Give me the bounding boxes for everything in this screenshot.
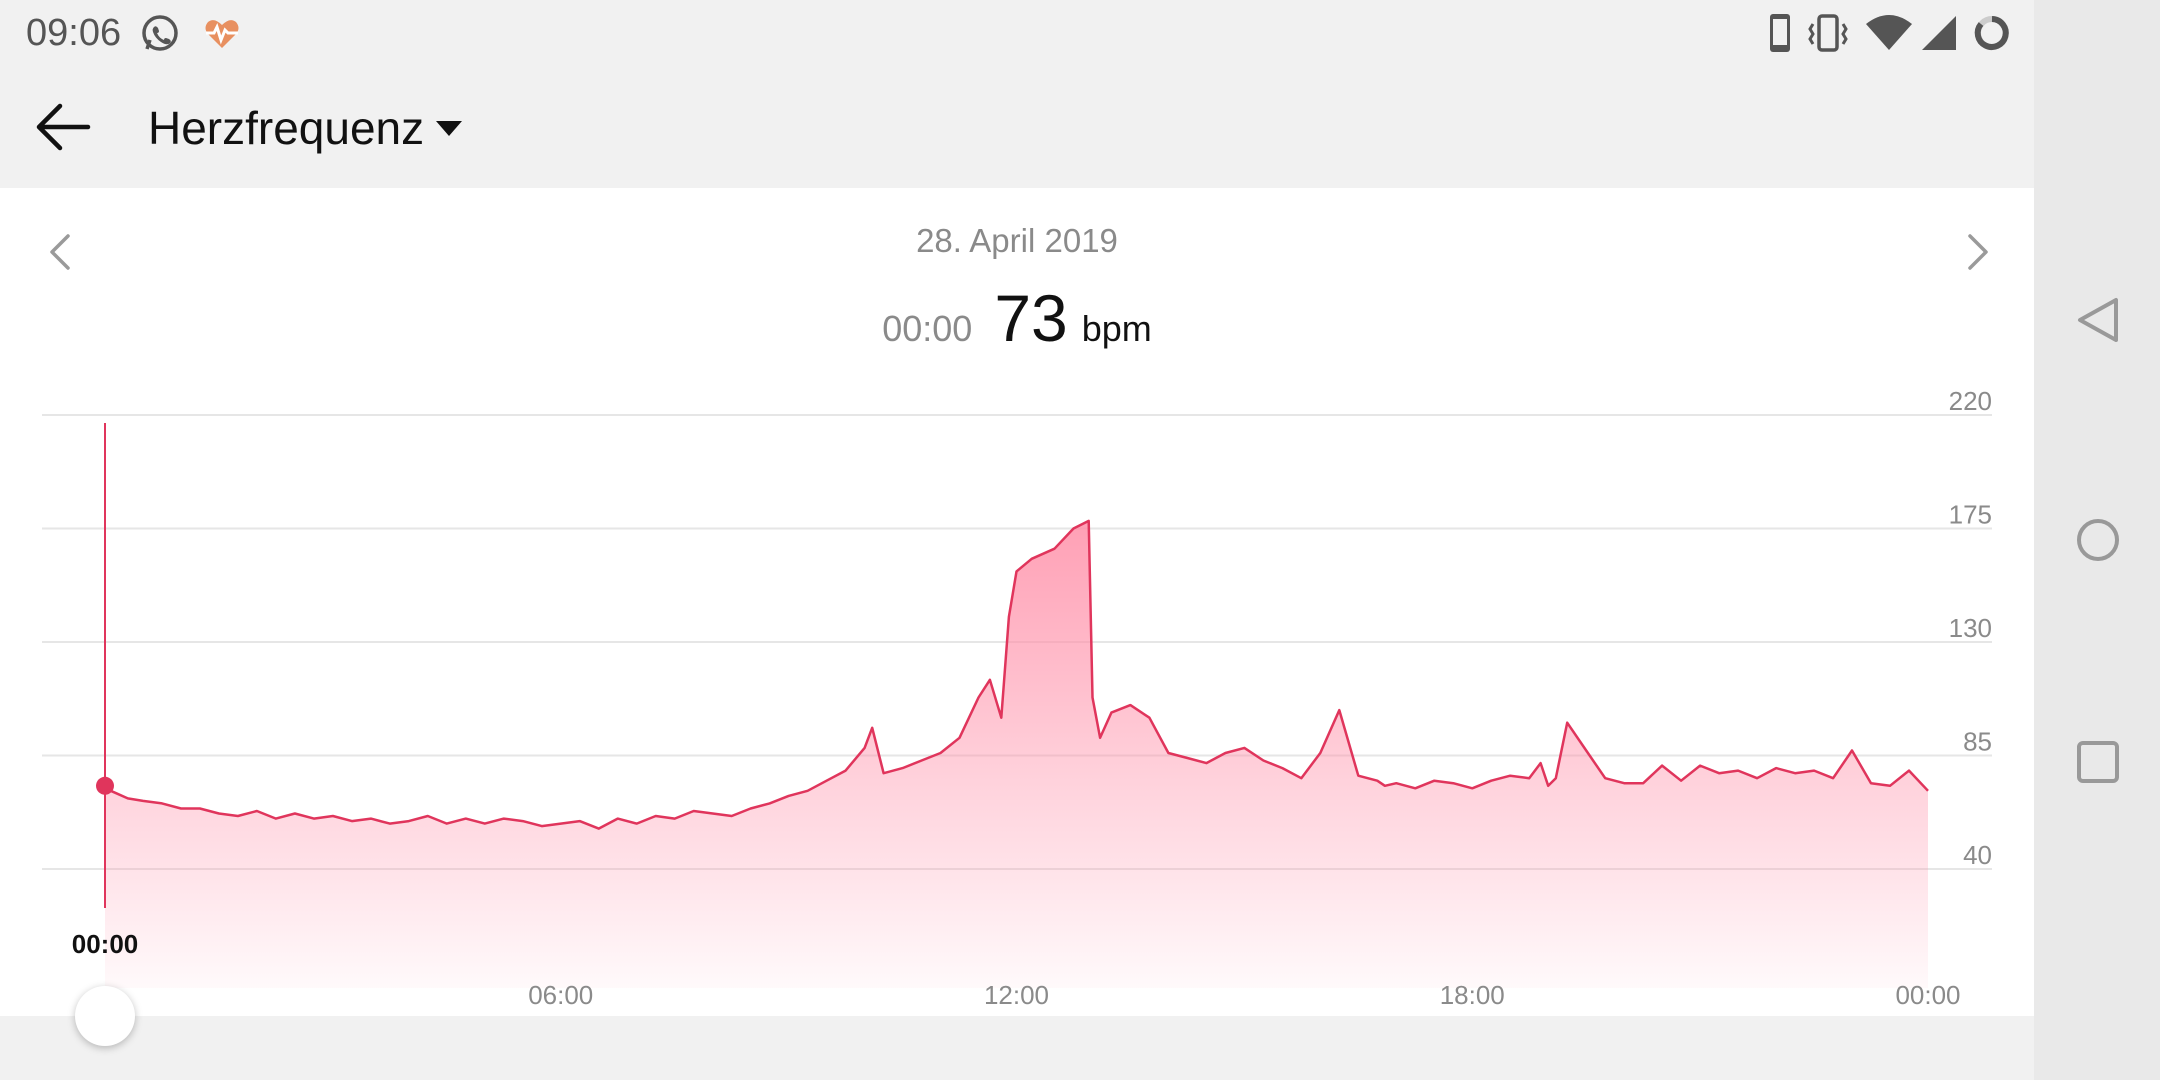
y-tick-label: 40 (1963, 840, 1992, 870)
heart-rate-line (104, 519, 1929, 830)
time-scrubber-track[interactable] (0, 1016, 2034, 1080)
app-bar: Herzfrequenz (0, 64, 2034, 188)
wifi-icon (1864, 12, 1912, 54)
arrow-left-icon (36, 103, 91, 151)
y-tick-label: 85 (1963, 727, 1992, 757)
system-back-button[interactable] (2070, 292, 2126, 348)
y-tick-label: 175 (1949, 500, 1992, 530)
heart-rate-area (105, 520, 1928, 988)
phone-icon (1758, 12, 1802, 54)
selected-readout: 00:00 73 bpm (0, 280, 2034, 356)
cursor-time-label: 00:00 (72, 929, 139, 959)
y-tick-label: 220 (1949, 386, 1992, 416)
recents-square-icon (2077, 741, 2119, 783)
whatsapp-icon (138, 12, 182, 54)
vibrate-icon (1806, 12, 1850, 54)
chevron-right-icon (1968, 234, 1988, 270)
battery-icon (1970, 12, 2014, 54)
status-bar: 09:06 (0, 0, 2034, 64)
date-label: 28. April 2019 (916, 222, 1118, 259)
caret-down-icon (436, 120, 463, 136)
cursor-marker (96, 776, 114, 795)
back-button[interactable] (30, 94, 98, 160)
x-tick-label: 18:00 (1440, 980, 1505, 1010)
next-day-button[interactable] (1952, 222, 2002, 282)
y-tick-label: 130 (1949, 613, 1992, 643)
time-scrubber-handle[interactable] (75, 986, 135, 1046)
x-tick-label: 12:00 (984, 980, 1049, 1010)
home-circle-icon (2077, 519, 2119, 561)
status-time: 09:06 (26, 12, 122, 54)
heart-rate-chart[interactable]: 220 175 130 85 40 06:00 12:00 18:00 00:00 00:00 (0, 188, 2034, 1016)
page-title: Herzfrequenz (148, 102, 425, 154)
previous-day-button[interactable] (36, 222, 86, 282)
selected-bpm-value: 73 (994, 281, 1068, 355)
system-recents-button[interactable] (2070, 734, 2126, 790)
chevron-left-icon (50, 234, 70, 270)
heart-rate-icon (200, 12, 244, 54)
x-tick-label: 00:00 (1895, 980, 1960, 1010)
signal-icon (1918, 12, 1962, 54)
system-home-button[interactable] (2070, 512, 2126, 568)
back-triangle-icon (2078, 298, 2118, 342)
system-nav-bar (2034, 0, 2160, 1080)
selected-time: 00:00 (882, 308, 973, 349)
metric-selector[interactable]: Herzfrequenz (148, 98, 463, 158)
bpm-unit: bpm (1081, 308, 1152, 349)
x-tick-label: 06:00 (528, 980, 593, 1010)
